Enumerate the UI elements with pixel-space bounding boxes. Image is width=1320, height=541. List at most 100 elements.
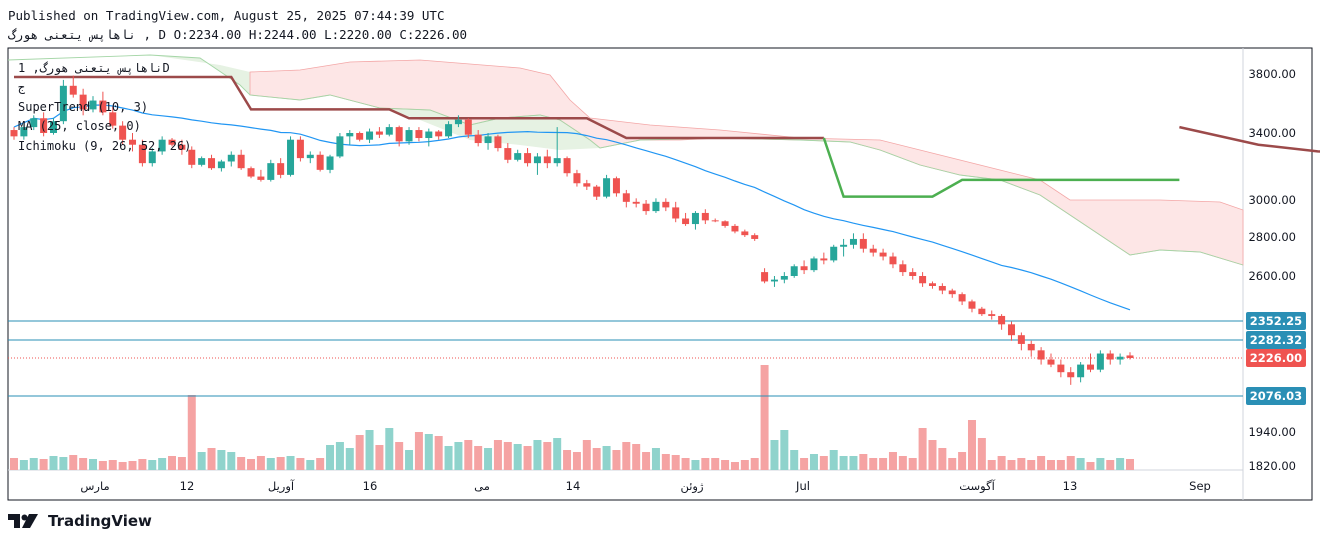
candle-body: [1037, 350, 1045, 360]
candle: [849, 233, 857, 249]
candle: [89, 96, 97, 113]
candle: [553, 127, 561, 167]
candle: [405, 127, 413, 145]
candle-body: [435, 131, 443, 137]
supertrend-line: [14, 75, 1320, 198]
candle-body: [1077, 364, 1085, 378]
candle: [830, 244, 838, 263]
x-tick-label: 12: [180, 479, 195, 493]
volume-bar: [928, 440, 937, 470]
candle: [691, 211, 699, 230]
candle: [573, 169, 581, 187]
candle: [879, 248, 887, 261]
legend-ichimoku[interactable]: Ichimoku (9, 26, 52, 26): [18, 139, 191, 153]
candle: [731, 224, 739, 234]
volume-bar: [484, 448, 493, 470]
candle-body: [514, 153, 522, 160]
volume-bar: [809, 454, 818, 470]
candle: [494, 134, 502, 152]
volume-bar: [898, 456, 907, 470]
volume-bar: [108, 460, 117, 470]
candle: [603, 174, 611, 199]
candle-body: [119, 125, 127, 140]
volume-bar: [967, 420, 976, 470]
candle: [1057, 359, 1065, 378]
candle: [198, 156, 206, 167]
price-tags: 2352.25 2282.32 2226.00 2076.03: [1246, 312, 1306, 405]
volume-bar: [671, 455, 680, 470]
legend-supertrend[interactable]: SuperTrend (10, 3): [18, 100, 148, 114]
volume-bar: [414, 432, 423, 470]
volume-bar: [938, 448, 947, 470]
candle-body: [277, 163, 285, 175]
volume-bar: [730, 462, 739, 470]
candle: [178, 139, 186, 155]
candle: [296, 136, 304, 162]
tradingview-brand[interactable]: TradingView: [8, 512, 152, 530]
candle-body: [642, 203, 650, 212]
volume-bar: [829, 450, 838, 470]
candle: [484, 133, 492, 150]
candle-body: [909, 272, 917, 276]
candle-body: [109, 112, 117, 126]
candle-body: [533, 156, 541, 164]
candle: [425, 128, 433, 147]
legend-ma[interactable]: MA (25, close, 0): [18, 119, 141, 133]
candle: [474, 130, 482, 147]
volume-bar: [869, 458, 878, 470]
candle: [395, 125, 403, 147]
volume-bar: [711, 458, 720, 470]
candle-body: [158, 139, 166, 152]
candle-body: [741, 231, 749, 236]
volume-bar: [701, 458, 710, 470]
candle-body: [79, 94, 87, 110]
candle: [632, 198, 640, 208]
moving-average-line: [13, 104, 1131, 311]
volume-bar: [296, 458, 305, 470]
candle-body: [366, 131, 374, 140]
volume-bar: [39, 459, 48, 470]
candle-body: [672, 207, 680, 219]
volume-bar: [19, 460, 28, 470]
candle: [988, 310, 996, 320]
volume-bar: [266, 458, 275, 470]
volume-bar: [740, 460, 749, 470]
candle: [356, 131, 364, 142]
x-tick-label: Jul: [795, 479, 810, 493]
candle-body: [1027, 343, 1035, 351]
candle: [1037, 347, 1045, 365]
candle-body: [612, 178, 620, 194]
price-axis: 3800.00 3400.00 3000.00 2800.00 2600.00 1940.…: [1248, 67, 1296, 473]
candle: [810, 256, 818, 273]
candle-body: [395, 127, 403, 142]
candle-body: [1086, 364, 1094, 370]
candle: [583, 179, 591, 190]
volume-bar: [879, 458, 888, 470]
candle-body: [306, 154, 314, 159]
candle-body: [958, 294, 966, 302]
candle-body: [1067, 372, 1075, 378]
candle: [415, 127, 423, 142]
x-tick-label: مارس: [80, 479, 109, 494]
volume-bar: [780, 430, 789, 470]
candle-body: [237, 154, 245, 169]
x-tick-label: 14: [566, 479, 581, 493]
ohlc-header: ناهاپس يتعنی هورگ , D O:2234.00 H:2244.0…: [8, 27, 468, 42]
volume-bars: [10, 365, 1134, 470]
volume-bar: [1037, 456, 1046, 470]
candle-body: [810, 258, 818, 271]
candle-body: [59, 85, 67, 122]
volume-bar: [582, 440, 591, 470]
volume-bar: [958, 452, 967, 470]
volume-bar: [721, 460, 730, 470]
candle-body: [89, 100, 97, 110]
candle: [800, 260, 808, 275]
candle-body: [879, 252, 887, 257]
candle-body: [1017, 335, 1025, 344]
candle-body: [1047, 359, 1055, 365]
candle-body: [869, 248, 877, 253]
candle-body: [454, 119, 462, 125]
volume-bar: [888, 452, 897, 470]
volume-bar: [642, 452, 651, 470]
